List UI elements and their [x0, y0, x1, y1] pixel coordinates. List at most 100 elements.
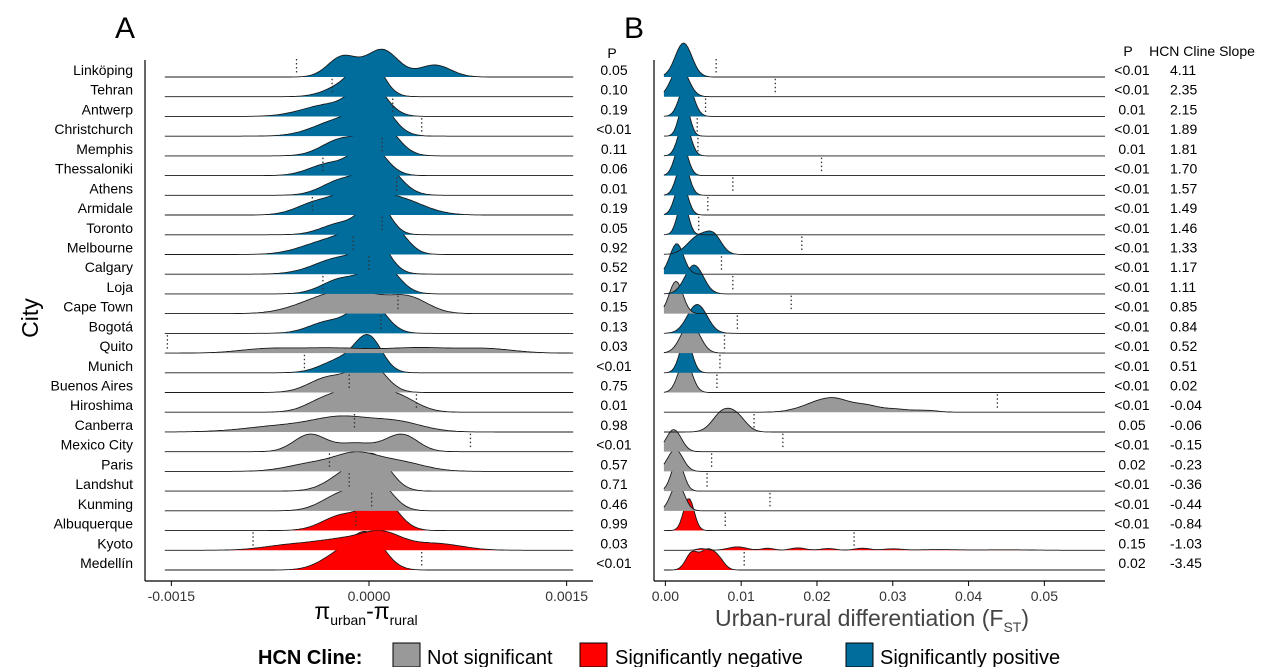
ridge-b-linkoping: [663, 42, 1105, 78]
ridge-outline: [164, 433, 574, 453]
panel-b-p-value: <0.01: [1114, 437, 1150, 453]
legend-swatch-significantly-positive: [845, 642, 874, 667]
legend-label-not-significant: Not significant: [427, 647, 553, 667]
slope-value: 1.81: [1170, 141, 1197, 157]
slope-header: HCN Cline Slope: [1149, 43, 1255, 59]
panel-a-p-value: 0.05: [600, 220, 627, 236]
panel-a-p-value: <0.01: [596, 555, 632, 571]
legend: HCN Cline: Not significant Significantly…: [258, 642, 1060, 667]
slope-value: -0.15: [1170, 437, 1202, 453]
panel-a-p-value: 0.10: [600, 82, 627, 98]
ridge-b-quito: [663, 322, 1105, 354]
city-label-buenos-aires: Buenos Aires: [51, 378, 134, 394]
ridge-fill: [164, 531, 574, 570]
panel-b-ridges: [663, 42, 1105, 571]
ridge-fill: [164, 334, 574, 373]
ridge-outline: [663, 101, 1105, 137]
ridge-outline: [663, 448, 1105, 472]
panel-b-p-value: <0.01: [1114, 259, 1150, 275]
ridge-fill: [663, 498, 1105, 531]
slope-value: 2.15: [1170, 101, 1197, 117]
panel-b-p-value: 0.15: [1118, 535, 1145, 551]
legend-label-significantly-negative: Significantly negative: [615, 647, 803, 667]
slope-value: 2.35: [1170, 82, 1197, 98]
ridge-outline: [663, 548, 1105, 571]
ridge-fill: [164, 237, 574, 275]
ridge-b-landshut: [663, 460, 1105, 492]
panel-a-p-value: 0.75: [600, 378, 627, 394]
slope-value: 1.46: [1170, 220, 1197, 236]
ridge-b-calgary: [663, 243, 1105, 275]
panel-b-p-value: <0.01: [1114, 220, 1150, 236]
ridge-fill: [663, 243, 1105, 275]
city-label-antwerp: Antwerp: [82, 101, 134, 117]
city-label-bogota: Bogotá: [89, 318, 134, 334]
x-tick-label: 0.04: [955, 588, 982, 604]
ridge-b-kyoto: [663, 532, 1105, 551]
slope-value: 0.85: [1170, 299, 1197, 315]
ridge-fill: [663, 161, 1105, 196]
ridge-fill: [663, 548, 1105, 570]
panel-a-p-value: 0.19: [600, 200, 627, 216]
ridge-fill: [164, 262, 574, 294]
ridge-fill: [164, 530, 574, 551]
city-label-linkoping: Linköping: [73, 62, 133, 78]
panel-a-p-value: 0.01: [600, 397, 627, 413]
ridge-fill: [164, 162, 574, 196]
ridge-b-athens: [663, 161, 1105, 196]
panel-a-p-value: 0.05: [600, 62, 627, 78]
ridge-outline: [663, 280, 1105, 315]
ridge-b-buenos-aires: [663, 360, 1105, 393]
ridge-outline: [663, 264, 1105, 295]
ridge-b-bogota: [663, 304, 1105, 334]
ridge-b-christchurch: [663, 101, 1105, 137]
ridge-fill: [164, 415, 574, 432]
ridge-fill: [663, 281, 1105, 314]
panel-b-p-value: 0.02: [1118, 456, 1145, 472]
ridge-outline: [663, 82, 1105, 117]
panel-a-x-axis-title: πurban-πrural: [314, 598, 417, 628]
panel-a-p-value: 0.15: [600, 299, 627, 315]
panel-b-x-axis-title: Urban-rural differentiation (FST): [715, 605, 1029, 635]
ridge-outline: [663, 322, 1105, 354]
panel-b-p-value: 0.05: [1118, 417, 1145, 433]
panel-a-label: A: [115, 12, 135, 45]
axis-ticks: -0.0015 0.0000 0.0015 0.00 0.01 0.02 0.03 0.04 0…: [148, 581, 1058, 604]
ridge-fill: [663, 304, 1105, 334]
panel-b-p-value: <0.01: [1114, 121, 1150, 137]
city-label-munich: Munich: [88, 358, 133, 374]
ridge-outline: [663, 546, 1105, 551]
slope-value: 4.11: [1170, 62, 1196, 78]
panel-a-p-value: <0.01: [596, 121, 632, 137]
slope-value: -0.44: [1170, 496, 1202, 512]
x-tick-label: 0.05: [1031, 588, 1058, 604]
city-label-quito: Quito: [100, 338, 134, 354]
ridge-fill: [164, 187, 574, 216]
ridge-b-kunming: [663, 483, 1105, 512]
x-tick-label: 0.01: [728, 588, 755, 604]
ridge-fill: [663, 181, 1105, 216]
ridge-outline: [164, 347, 574, 354]
city-label-calgary: Calgary: [85, 259, 133, 275]
ridge-fill: [663, 360, 1105, 393]
ridge-outline: [663, 121, 1105, 157]
ridge-outline: [663, 360, 1105, 393]
panel-a-p-value: 0.01: [600, 180, 627, 196]
ridge-outline: [663, 397, 1105, 413]
ridge-outline: [164, 530, 574, 551]
slope-value: -0.06: [1170, 417, 1202, 433]
ridge-fill: [663, 231, 1105, 255]
panel-b-p-value: <0.01: [1114, 62, 1150, 78]
city-label-albuquerque: Albuquerque: [54, 516, 134, 532]
slope-value: 0.84: [1170, 318, 1197, 334]
city-label-landshut: Landshut: [75, 476, 133, 492]
ridge-b-mexico-city: [663, 429, 1105, 453]
panel-a-p-value: 0.46: [600, 496, 627, 512]
ridge-outline: [663, 338, 1105, 374]
panel-b-p-value: <0.01: [1114, 200, 1150, 216]
city-label-kunming: Kunming: [78, 496, 133, 512]
ridge-fill: [164, 299, 574, 334]
ridge-fill: [164, 197, 574, 235]
panel-a-p-value: 0.52: [600, 259, 627, 275]
ridge-b-melbourne: [663, 230, 1105, 255]
